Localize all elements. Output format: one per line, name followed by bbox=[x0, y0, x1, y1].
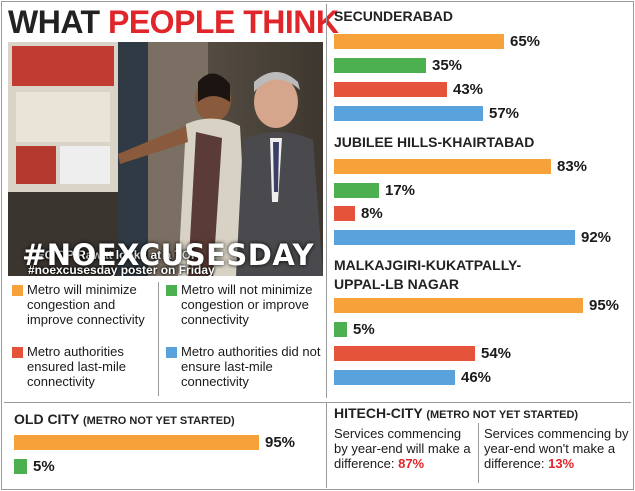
bar-secunderabad-0 bbox=[334, 34, 504, 49]
hitech-left-statement: Services commencing by year-end will mak… bbox=[334, 426, 476, 471]
bar-label-malkajgiri-3: 46% bbox=[461, 369, 492, 386]
bar-jubilee-hills-0 bbox=[334, 159, 551, 174]
news-photo: CEC OP Rawat looks at a TOI #noexcusesda… bbox=[8, 42, 323, 276]
bar-label-old-city-1: 5% bbox=[33, 458, 55, 475]
bar-label-malkajgiri-0: 95% bbox=[589, 297, 620, 314]
legend-divider bbox=[158, 282, 159, 396]
old-city-title: OLD CITY bbox=[14, 411, 80, 427]
legend-swatch-red bbox=[12, 347, 23, 358]
hitech-right-statement: Services commencing by year-end won't ma… bbox=[484, 426, 630, 471]
bar-jubilee-hills-2 bbox=[334, 206, 355, 221]
bottom-divider bbox=[326, 402, 327, 488]
legend-label: Metro authorities did not ensure last-mi… bbox=[181, 344, 321, 389]
hitech-divider bbox=[478, 423, 479, 483]
headline: WHAT PEOPLE THINK bbox=[8, 4, 339, 40]
legend-swatch-orange bbox=[12, 285, 23, 296]
legend-label: Metro will not minimize congestion or im… bbox=[181, 282, 313, 327]
hitech-title-text: HITECH-CITY bbox=[334, 405, 423, 421]
bar-malkajgiri-2 bbox=[334, 346, 475, 361]
bar-old-city-1 bbox=[14, 459, 27, 474]
hitech-left-text: Services commencing by year-end will mak… bbox=[334, 426, 471, 471]
chart-title-jubilee-hills: JUBILEE HILLS-KHAIRTABAD bbox=[334, 134, 535, 150]
caption-line-1: CEC OP Rawat looks at a TOI bbox=[28, 248, 195, 262]
chart-title-malkajgiri-line1: MALKAJGIRI-KUKATPALLY- bbox=[334, 257, 522, 273]
hitech-left-pct: 87% bbox=[398, 456, 425, 471]
headline-part2: PEOPLE THINK bbox=[107, 4, 339, 40]
hitech-subtitle: (METRO NOT YET STARTED) bbox=[426, 409, 579, 421]
bar-secunderabad-3 bbox=[334, 106, 483, 121]
caption-line-2: #noexcusesday poster on Friday bbox=[28, 263, 215, 276]
legend-label: Metro authorities ensured last-mile conn… bbox=[27, 344, 126, 389]
column-divider bbox=[326, 4, 327, 398]
bar-jubilee-hills-3 bbox=[334, 229, 575, 245]
photo-illustration bbox=[8, 42, 323, 276]
bar-label-jubilee-hills-0: 83% bbox=[557, 158, 588, 175]
row-divider bbox=[4, 402, 631, 403]
old-city-subtitle: (METRO NOT YET STARTED) bbox=[82, 415, 235, 427]
legend-label: Metro will minimize congestion and impro… bbox=[27, 282, 145, 327]
legend: Metro will minimize congestion and impro… bbox=[8, 278, 323, 400]
bar-label-jubilee-hills-1: 17% bbox=[385, 181, 416, 199]
bar-label-secunderabad-2: 43% bbox=[453, 81, 484, 98]
bar-label-secunderabad-0: 65% bbox=[510, 33, 541, 50]
hitech-right-text: Services commencing by year-end won't ma… bbox=[484, 426, 629, 471]
headline-part1: WHAT bbox=[8, 4, 108, 40]
bar-old-city-0 bbox=[14, 435, 259, 450]
bar-label-malkajgiri-2: 54% bbox=[481, 345, 512, 362]
legend-swatch-green bbox=[166, 285, 177, 296]
bar-label-jubilee-hills-2: 8% bbox=[361, 205, 383, 222]
chart-title-old-city: OLD CITY (METRO NOT YET STARTED) bbox=[14, 411, 235, 429]
bar-jubilee-hills-1 bbox=[334, 182, 379, 198]
bar-label-jubilee-hills-3: 92% bbox=[581, 228, 612, 246]
bar-secunderabad-2 bbox=[334, 82, 447, 97]
bar-label-old-city-0: 95% bbox=[265, 434, 296, 451]
bar-malkajgiri-0 bbox=[334, 298, 583, 313]
chart-title-secunderabad: SECUNDERABAD bbox=[334, 8, 454, 24]
hashtag-banner: #NOEXCUSESDAY bbox=[22, 238, 315, 272]
bar-secunderabad-1 bbox=[334, 58, 426, 73]
bar-label-secunderabad-3: 57% bbox=[489, 105, 520, 122]
hitech-title: HITECH-CITY (METRO NOT YET STARTED) bbox=[334, 405, 578, 423]
photo-caption: CEC OP Rawat looks at a TOI #noexcusesda… bbox=[28, 248, 215, 276]
bar-label-malkajgiri-1: 5% bbox=[353, 321, 375, 338]
bar-label-secunderabad-1: 35% bbox=[432, 57, 463, 74]
hitech-right-pct: 13% bbox=[548, 456, 575, 471]
bar-malkajgiri-1 bbox=[334, 322, 347, 337]
chart-title-malkajgiri-line2: UPPAL-LB NAGAR bbox=[334, 276, 459, 292]
bar-malkajgiri-3 bbox=[334, 370, 455, 385]
legend-swatch-blue bbox=[166, 347, 177, 358]
